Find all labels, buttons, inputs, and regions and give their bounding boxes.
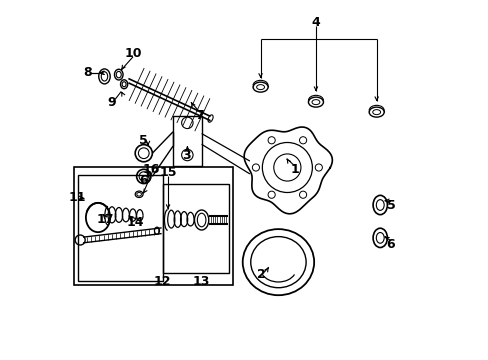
Text: 7: 7 <box>195 109 204 122</box>
Text: 5: 5 <box>139 134 148 147</box>
Bar <box>173 116 201 166</box>
Text: 3: 3 <box>182 149 190 162</box>
Bar <box>163 184 229 273</box>
Text: 13: 13 <box>193 275 210 288</box>
Text: 15: 15 <box>159 166 177 179</box>
Text: 10: 10 <box>124 47 142 60</box>
Bar <box>74 167 232 285</box>
Text: 4: 4 <box>311 16 320 29</box>
Text: 6: 6 <box>386 238 394 251</box>
Text: 17: 17 <box>96 213 114 226</box>
Text: 6: 6 <box>139 174 148 186</box>
Text: 1: 1 <box>289 163 298 176</box>
Text: 16: 16 <box>142 163 160 176</box>
Text: 2: 2 <box>257 268 265 281</box>
Bar <box>78 175 163 281</box>
Text: 8: 8 <box>83 66 91 79</box>
Text: 12: 12 <box>153 275 171 288</box>
Text: 14: 14 <box>126 216 144 229</box>
Text: 11: 11 <box>69 192 86 204</box>
Text: 9: 9 <box>107 96 116 109</box>
Text: 5: 5 <box>386 198 394 212</box>
